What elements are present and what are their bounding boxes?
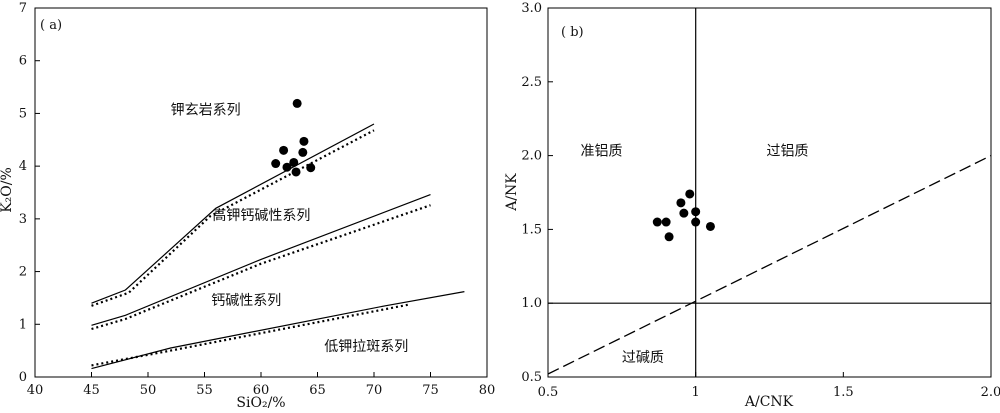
data-point: [291, 167, 301, 177]
x-tick-label: 0.5: [538, 385, 559, 400]
x-tick-label: 40: [27, 383, 44, 398]
boundary-line-solid: [91, 194, 431, 326]
x-tick-label: 65: [309, 383, 326, 398]
reference-line-dashed: [547, 155, 992, 375]
y-tick-label: 0.5: [521, 370, 542, 385]
panel-a-label: ( a): [40, 18, 62, 33]
region-label: 准铝质: [580, 144, 622, 160]
y-tick-label: 2.5: [521, 75, 542, 90]
data-point: [298, 147, 308, 157]
region-label: 钾玄岩系列: [171, 101, 241, 118]
data-point: [661, 217, 671, 227]
region-label: 过铝质: [767, 144, 809, 160]
boundary-line-dotted: [91, 204, 431, 331]
panel-a: ( a) SiO₂/% K₂O/% 40 45 50 55 60 65 70 75 800123…: [0, 1, 495, 411]
data-point: [282, 162, 292, 172]
x-tick-label: 2.0: [981, 385, 1000, 400]
region-label: 高钾钙碱性系列: [212, 207, 310, 224]
x-tick-label: 1.5: [833, 385, 854, 400]
y-tick-label: 6: [19, 54, 27, 69]
panel-b: ( b) A/CNK A/NK 0.5 1 1.5 2.0 0.5 1.0 1.5 2.0 2.…: [504, 1, 1000, 410]
panel-b-y-axis-title: A/NK: [504, 173, 520, 212]
y-tick-label: 0: [19, 370, 27, 385]
x-tick-label: 60: [253, 383, 270, 398]
y-tick-label: 7: [19, 1, 27, 16]
data-point: [289, 157, 299, 167]
data-point: [691, 207, 701, 217]
x-tick-label: 75: [422, 383, 439, 398]
panel-b-reference-lines: [547, 8, 992, 377]
data-point: [664, 232, 674, 242]
data-point: [652, 217, 662, 227]
data-point: [685, 189, 695, 199]
y-tick-label: 4: [19, 159, 27, 174]
y-tick-label: 3.0: [521, 1, 542, 16]
panel-a-boundary-lines: [91, 123, 465, 370]
y-tick-label: 1.0: [521, 296, 542, 311]
panel-b-x-axis-title: A/CNK: [744, 394, 794, 410]
x-tick-label: 1: [692, 385, 700, 400]
panel-a-data-points: [271, 98, 316, 177]
data-point: [279, 145, 289, 155]
y-tick-label: 3: [19, 212, 27, 227]
data-point: [691, 217, 701, 227]
data-point: [676, 198, 686, 208]
panel-b-ticks: 0.5 1 1.5 2.0 0.5 1.0 1.5 2.0 2.5 3.0: [521, 1, 1000, 400]
panel-a-y-axis-title: K₂O/%: [0, 167, 15, 213]
region-label: 低钾拉斑系列: [324, 339, 408, 355]
data-point: [679, 208, 689, 218]
boundary-line-dotted: [91, 303, 409, 367]
y-tick-label: 2.0: [521, 149, 542, 164]
y-tick-label: 1: [19, 317, 27, 332]
data-point: [271, 159, 281, 169]
data-point: [705, 221, 715, 231]
data-point: [306, 163, 316, 173]
data-point: [292, 98, 302, 108]
panel-b-plot-frame: [547, 7, 992, 378]
panel-b-label: ( b): [561, 25, 584, 40]
y-tick-label: 1.5: [521, 222, 542, 237]
x-tick-label: 50: [140, 383, 157, 398]
panel-b-data-points: [652, 189, 715, 242]
x-tick-label: 45: [83, 383, 100, 398]
x-tick-label: 55: [196, 383, 213, 398]
y-tick-label: 5: [19, 106, 27, 121]
x-tick-label: 80: [479, 383, 496, 398]
region-label: 钙碱性系列: [211, 293, 281, 309]
region-label: 过碱质: [622, 350, 664, 366]
data-point: [299, 136, 309, 146]
y-tick-label: 2: [19, 265, 27, 280]
panel-a-x-axis-title: SiO₂/%: [236, 395, 285, 411]
boundary-line-dotted: [91, 129, 375, 307]
x-tick-label: 70: [366, 383, 383, 398]
